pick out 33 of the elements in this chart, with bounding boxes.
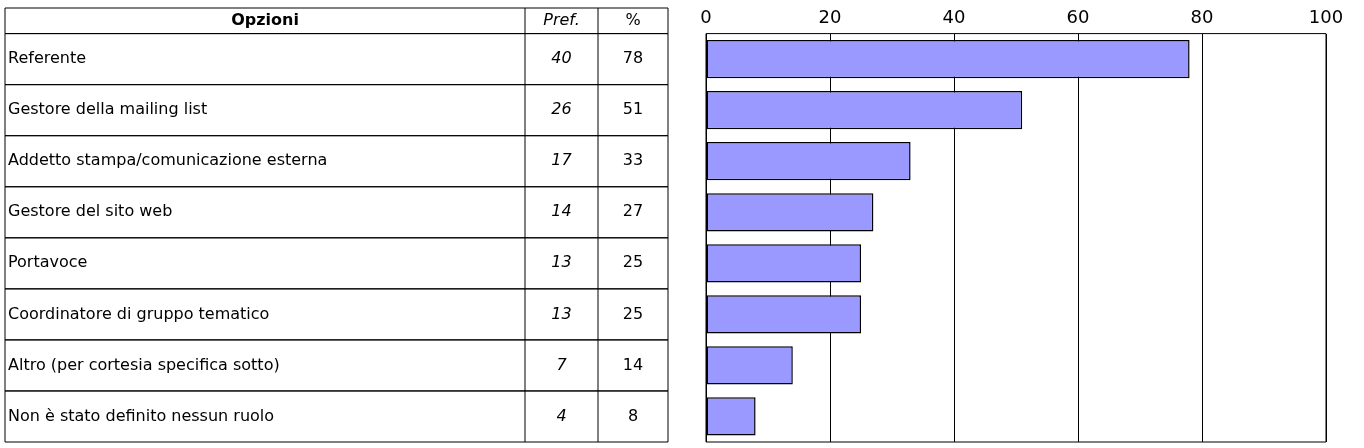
text: 13 <box>551 252 572 272</box>
y-tick-label: Altro (per cortesia specifica sotto) <box>8 354 280 374</box>
data-label: 25 <box>622 252 644 272</box>
y-tick-label: Gestore del sito web <box>8 201 173 221</box>
y-tick-label: Coordinatore di gruppo tematico <box>8 303 270 323</box>
text: % <box>625 9 641 29</box>
text: 40 <box>551 48 572 68</box>
data-label: 78 <box>622 48 644 68</box>
text: 4 <box>556 405 567 425</box>
y-axis-title: Opzioni <box>231 9 299 29</box>
data-label: 8 <box>627 405 639 425</box>
text: 14 <box>551 201 572 221</box>
text: 17 <box>551 150 573 170</box>
text: 13 <box>551 303 572 323</box>
x2-tick-label: 60 <box>1066 6 1090 28</box>
data-label: 51 <box>622 99 644 119</box>
x2-tick-label: 0 <box>700 6 712 28</box>
y-tick-label: Referente <box>8 48 87 68</box>
data-label: 25 <box>622 303 644 323</box>
data-label: 14 <box>622 354 644 374</box>
text: 7 <box>556 354 568 374</box>
x2-tick-label: 100 <box>1308 6 1344 28</box>
data-label: 33 <box>622 150 644 170</box>
x2-tick-label: 20 <box>818 6 842 28</box>
y-tick-label: Portavoce <box>8 252 88 272</box>
y-tick-label: Non è stato definito nessun ruolo <box>8 405 275 425</box>
y-tick-label: Addetto stampa/comunicazione esterna <box>8 150 328 170</box>
data-label: 27 <box>622 201 644 221</box>
x2-tick-label: 80 <box>1190 6 1214 28</box>
text: Pref. <box>543 9 580 29</box>
text: 26 <box>551 99 572 119</box>
y-tick-label: Gestore della mailing list <box>8 99 208 119</box>
x2-tick-label: 40 <box>942 6 966 28</box>
